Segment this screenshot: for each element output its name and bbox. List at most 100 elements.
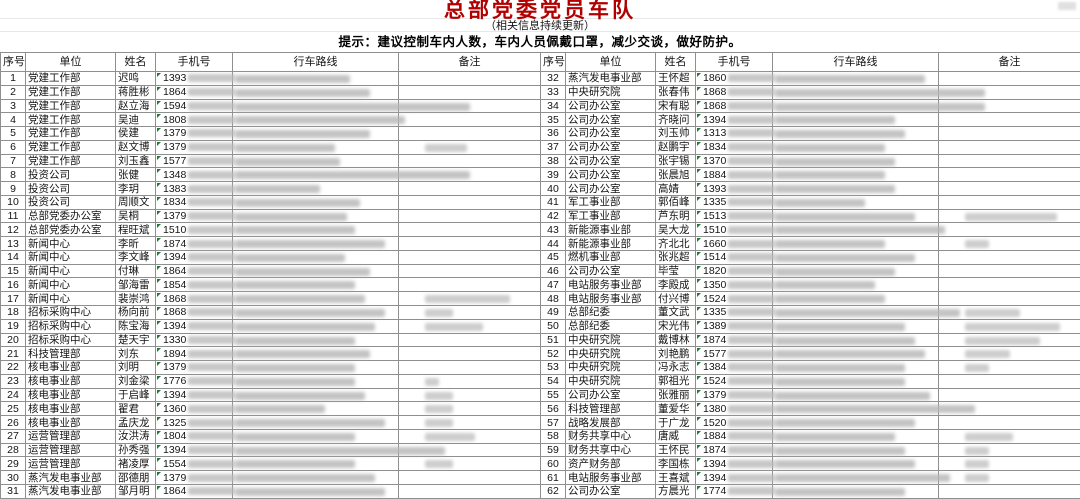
cell-remark <box>398 291 541 307</box>
cell-unit: 新闻中心 <box>25 277 116 293</box>
cell-unit: 资产财务部 <box>565 456 656 472</box>
cell-name: 刘玉帅 <box>655 126 696 141</box>
excel-error-triangle-icon <box>157 458 161 463</box>
phone-prefix: 1335 <box>703 306 727 319</box>
table-row: 62 公司办公室 方晨光 1774 <box>540 483 1080 499</box>
phone-redacted-blur <box>728 253 776 262</box>
excel-error-triangle-icon <box>697 334 701 339</box>
cell-remark <box>938 222 1080 238</box>
cell-unit: 中央研究院 <box>565 332 656 348</box>
cell-name: 王喜斌 <box>655 470 696 485</box>
cell-name: 陈宝海 <box>115 318 156 334</box>
cell-seq: 56 <box>540 401 566 417</box>
table-row: 19 招标采购中心 陈宝海 1394 <box>0 318 541 334</box>
cell-seq: 26 <box>0 415 26 430</box>
table-row: 58 财务共享中心 唐威 1884 <box>540 428 1080 444</box>
excel-error-triangle-icon <box>697 362 701 367</box>
phone-redacted-blur <box>728 363 776 372</box>
cell-seq: 39 <box>540 167 566 183</box>
route-redacted-blur <box>775 364 905 373</box>
phone-redacted-blur <box>188 322 236 331</box>
phone-redacted-blur <box>188 459 236 468</box>
cell-remark <box>938 236 1080 251</box>
excel-error-triangle-icon <box>697 307 701 312</box>
cell-phone: 1394 <box>695 456 776 472</box>
cell-route <box>232 291 399 307</box>
phone-prefix: 1854 <box>163 278 187 291</box>
cell-unit: 中央研究院 <box>565 346 656 362</box>
phone-prefix: 1577 <box>703 347 727 360</box>
cell-route <box>772 112 939 128</box>
phone-prefix: 1325 <box>163 416 187 429</box>
cell-phone: 1510 <box>155 222 236 238</box>
phone-prefix: 1834 <box>703 141 727 154</box>
phone-prefix: 1660 <box>703 237 727 250</box>
excel-error-triangle-icon <box>697 141 701 146</box>
route-redacted-blur <box>235 240 385 249</box>
cell-unit: 核电事业部 <box>25 387 116 403</box>
col-header-seq: 序号 <box>0 52 26 72</box>
excel-error-triangle-icon <box>697 485 701 490</box>
cell-name: 刘玉鑫 <box>115 153 156 169</box>
excel-error-triangle-icon <box>157 348 161 353</box>
cell-name: 宋光伟 <box>655 318 696 334</box>
excel-error-triangle-icon <box>697 444 701 449</box>
excel-error-triangle-icon <box>157 183 161 188</box>
phone-prefix: 1820 <box>703 265 727 278</box>
phone-redacted-blur <box>728 335 776 344</box>
cell-seq: 41 <box>540 194 566 210</box>
cell-name: 齐晓问 <box>655 112 696 128</box>
cell-seq: 18 <box>0 305 26 320</box>
cell-seq: 43 <box>540 222 566 238</box>
cell-remark <box>938 277 1080 293</box>
cell-unit: 招标采购中心 <box>25 305 116 320</box>
route-redacted-blur <box>775 405 975 414</box>
cell-route <box>232 401 399 417</box>
cell-seq: 21 <box>0 346 26 362</box>
cell-seq: 12 <box>0 222 26 238</box>
cell-unit: 总部纪委 <box>565 318 656 334</box>
excel-error-triangle-icon <box>697 403 701 408</box>
cell-route <box>772 332 939 348</box>
route-redacted-blur <box>775 322 905 331</box>
cell-remark <box>938 71 1080 86</box>
cell-phone: 1313 <box>695 126 776 141</box>
phone-redacted-blur <box>728 170 776 179</box>
route-redacted-blur <box>775 295 885 304</box>
phone-redacted-blur <box>188 129 236 138</box>
cell-remark <box>938 194 1080 210</box>
phone-redacted-blur <box>728 143 776 152</box>
cell-phone: 1834 <box>155 194 236 210</box>
cell-name: 李文峰 <box>115 249 156 265</box>
cell-seq: 9 <box>0 181 26 196</box>
cell-phone: 1394 <box>155 387 236 403</box>
cell-name: 侯建 <box>115 126 156 141</box>
cell-phone: 1874 <box>695 332 776 348</box>
cell-route <box>772 291 939 307</box>
cell-seq: 1 <box>0 71 26 86</box>
page-title: 总部党委党员车队 <box>444 0 636 22</box>
table-row: 15 新闻中心 付琳 1864 <box>0 263 541 279</box>
cell-seq: 19 <box>0 318 26 334</box>
cell-name: 张健 <box>115 167 156 183</box>
table-row: 28 运营管理部 孙秀强 1394 <box>0 442 541 458</box>
phone-prefix: 1874 <box>703 333 727 346</box>
route-redacted-blur <box>235 405 325 414</box>
table-row: 40 公司办公室 高婧 1393 <box>540 181 1080 196</box>
cell-unit: 财务共享中心 <box>565 442 656 458</box>
cell-remark <box>938 112 1080 128</box>
cell-unit: 蒸汽发电事业部 <box>25 483 116 499</box>
cell-route <box>772 167 939 183</box>
cell-unit: 公司办公室 <box>565 126 656 141</box>
cell-seq: 36 <box>540 126 566 141</box>
table-row: 25 核电事业部 翟君 1360 <box>0 401 541 417</box>
phone-redacted-blur <box>188 418 236 427</box>
cell-seq: 24 <box>0 387 26 403</box>
route-redacted-blur <box>235 446 445 455</box>
phone-redacted-blur <box>728 225 776 234</box>
cell-remark <box>398 84 541 100</box>
cell-seq: 35 <box>540 112 566 128</box>
cell-unit: 电站服务事业部 <box>565 291 656 307</box>
route-redacted-blur <box>775 446 905 455</box>
cell-remark <box>398 415 541 430</box>
